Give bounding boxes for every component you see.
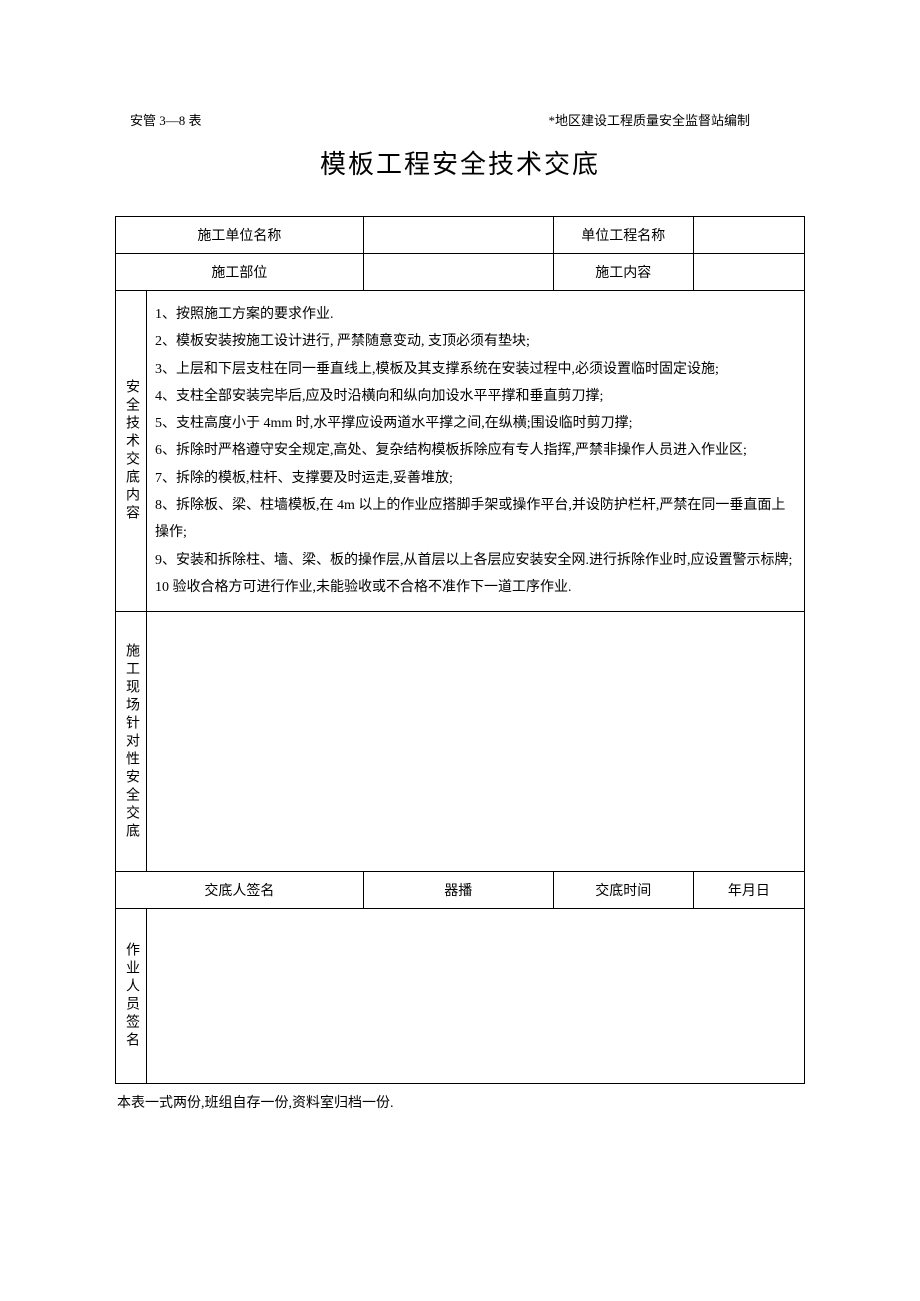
label-sign-time: 交底时间 [553,872,693,909]
content-item: 5、支柱高度小于 4mm 时,水平撑应设两道水平撑之间,在纵横;围设临时剪刀撑; [155,410,796,437]
content-item: 3、上层和下层支柱在同一垂直线上,模板及其支撑系统在安装过程中,必须设置临时固定… [155,356,796,383]
value-sign-time: 年月日 [693,872,804,909]
value-signer: 器播 [363,872,553,909]
label-site-specific: 施工现场针对性安全交底 [116,612,147,872]
worker-sign-cell [147,909,805,1084]
page-title: 模板工程安全技术交底 [115,144,805,181]
value-content [693,254,804,291]
label-worker-sign: 作业人员签名 [116,909,147,1084]
content-item: 6、拆除时严格遵守安全规定,高处、复杂结构模板拆除应有专人指挥,严禁非操作人员进… [155,437,796,464]
row-safety-content: 安全技术交底内容 1、按照施工方案的要求作业. 2、模板安装按施工设计进行, 严… [116,291,805,612]
content-item: 1、按照施工方案的要求作业. [155,301,796,328]
row-site-specific: 施工现场针对性安全交底 [116,612,805,872]
row-unit: 施工单位名称 单位工程名称 [116,217,805,254]
value-unit-name [363,217,553,254]
content-item: 8、拆除板、梁、柱墙模板,在 4m 以上的作业应搭脚手架或操作平台,并设防护栏杆… [155,492,796,547]
content-item: 10 验收合格方可进行作业,未能验收或不合格不准作下一道工序作业. [155,574,796,601]
label-project-name: 单位工程名称 [553,217,693,254]
label-content: 施工内容 [553,254,693,291]
header-right-text: *地区建设工程质量安全监督站编制 [548,110,805,129]
label-safety-content: 安全技术交底内容 [116,291,147,612]
header-left-text: 安管 3—8 表 [115,110,202,129]
safety-content-cell: 1、按照施工方案的要求作业. 2、模板安装按施工设计进行, 严禁随意变动, 支顶… [147,291,805,612]
row-worker-sign: 作业人员签名 [116,909,805,1084]
main-table: 施工单位名称 单位工程名称 施工部位 施工内容 安全技术交底内容 1、按照施工方… [115,216,805,1084]
label-location: 施工部位 [116,254,364,291]
row-location: 施工部位 施工内容 [116,254,805,291]
header-row: 安管 3—8 表 *地区建设工程质量安全监督站编制 [115,110,805,129]
site-specific-cell [147,612,805,872]
label-signer: 交底人签名 [116,872,364,909]
content-item: 4、支柱全部安装完毕后,应及时沿横向和纵向加设水平平撑和垂直剪刀撑; [155,383,796,410]
content-item: 9、安装和拆除柱、墙、梁、板的操作层,从首层以上各层应安装安全网.进行拆除作业时… [155,547,796,574]
row-signature: 交底人签名 器播 交底时间 年月日 [116,872,805,909]
label-unit-name: 施工单位名称 [116,217,364,254]
value-project-name [693,217,804,254]
content-item: 7、拆除的模板,柱杆、支撑要及时运走,妥善堆放; [155,465,796,492]
value-location [363,254,553,291]
content-item: 2、模板安装按施工设计进行, 严禁随意变动, 支顶必须有垫块; [155,328,796,355]
footer-note: 本表一式两份,班组自存一份,资料室归档一份. [115,1092,805,1112]
